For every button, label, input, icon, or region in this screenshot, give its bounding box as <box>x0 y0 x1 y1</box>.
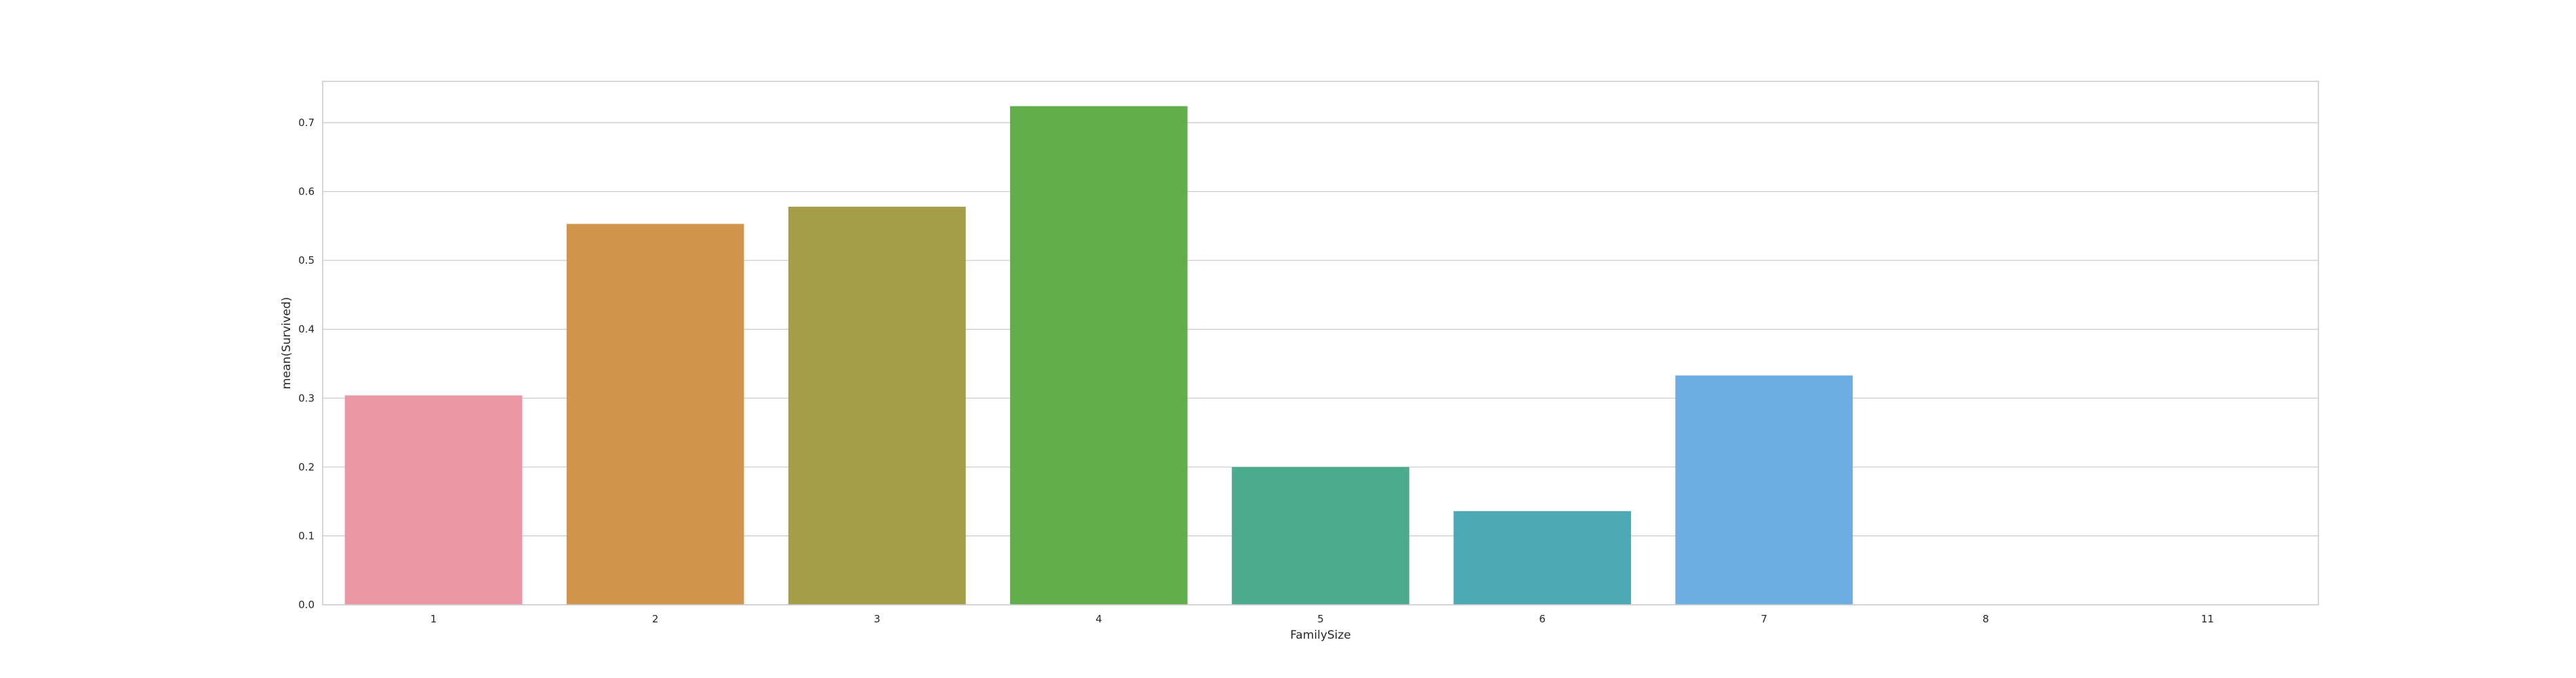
bar-familysize-4 <box>1010 106 1188 605</box>
bar-familysize-6 <box>1453 511 1631 605</box>
y-tick-label: 0.4 <box>298 323 315 336</box>
y-axis-label: mean(Survived) <box>280 297 294 389</box>
x-tick-label: 4 <box>1095 613 1102 625</box>
y-tick-label: 0.5 <box>298 254 315 266</box>
x-tick-label: 2 <box>652 613 659 625</box>
y-tick-label: 0.2 <box>298 461 315 473</box>
x-tick-label: 8 <box>1983 613 1990 625</box>
y-tick-labels: 0.0 0.1 0.2 0.3 0.4 0.5 0.6 0.7 <box>298 117 315 611</box>
y-tick-label: 0.3 <box>298 392 315 404</box>
bar-familysize-5 <box>1232 466 1409 605</box>
bar-familysize-3 <box>788 206 966 605</box>
y-tick-label: 0.7 <box>298 117 315 129</box>
x-tick-label: 3 <box>874 613 881 625</box>
x-tick-label: 6 <box>1539 613 1546 625</box>
x-tick-label: 5 <box>1317 613 1324 625</box>
y-tick-label: 0.6 <box>298 186 315 198</box>
bar-familysize-2 <box>566 224 744 605</box>
bars <box>344 106 1853 605</box>
bar-familysize-7 <box>1675 375 1853 605</box>
x-tick-label: 1 <box>430 613 437 625</box>
bar-familysize-1 <box>344 395 523 605</box>
x-axis-label: FamilySize <box>1290 629 1351 642</box>
y-tick-label: 0.0 <box>298 599 315 611</box>
x-tick-label: 7 <box>1760 613 1767 625</box>
x-tick-labels: 1 2 3 4 5 6 7 8 11 <box>430 613 2214 625</box>
x-tick-label: 11 <box>2201 613 2214 625</box>
plot-frame <box>322 81 2319 605</box>
y-tick-label: 0.1 <box>298 530 315 542</box>
